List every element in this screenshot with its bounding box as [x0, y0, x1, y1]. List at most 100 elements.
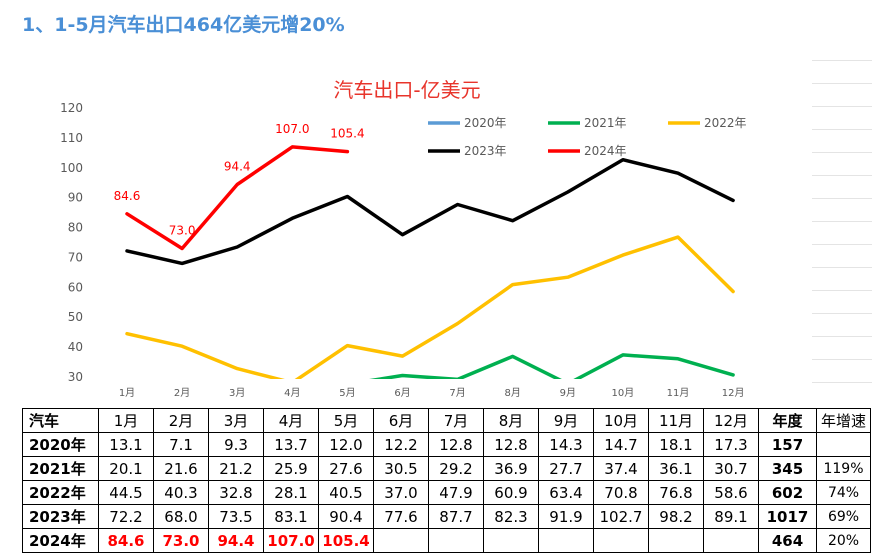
month-header-cell: 2月 [153, 408, 209, 433]
value-cell: 32.8 [208, 480, 264, 505]
month-header-cell: 10月 [593, 408, 649, 433]
value-cell: 29.2 [428, 456, 484, 481]
value-cell: 36.9 [483, 456, 539, 481]
total-cell: 157 [758, 432, 817, 457]
value-cell: 44.5 [98, 480, 154, 505]
sheet-gridline [812, 221, 872, 222]
total-header-cell: 年度 [758, 408, 817, 433]
value-cell: 37.4 [593, 456, 649, 481]
value-cell [648, 528, 704, 553]
y-axis: 30 40 50 60 70 80 90 100 110 120 [60, 101, 83, 384]
x-tick-label: 7月 [449, 387, 465, 399]
value-cell: 12.8 [428, 432, 484, 457]
y-tick-label: 70 [68, 250, 83, 264]
value-cell [428, 528, 484, 553]
x-tick-label: 5月 [339, 387, 355, 399]
value-cell: 105.4 [318, 528, 374, 553]
value-cell [538, 528, 594, 553]
sheet-gridline [812, 359, 872, 360]
value-cell: 30.7 [703, 456, 759, 481]
value-cell: 83.1 [263, 504, 319, 529]
value-cell: 58.6 [703, 480, 759, 505]
year-label-cell: 2021年 [22, 456, 99, 481]
value-cell: 36.1 [648, 456, 704, 481]
line-chart: 汽车出口-亿美元 30 40 50 60 70 80 90 100 110 120 1月 2月 3月 4… [60, 78, 747, 399]
value-cell: 25.9 [263, 456, 319, 481]
x-tick-label: 4月 [284, 387, 300, 399]
chart-title: 汽车出口-亿美元 [333, 78, 480, 102]
growth-cell: 20% [816, 528, 871, 553]
value-cell: 18.1 [648, 432, 704, 457]
value-cell: 40.5 [318, 480, 374, 505]
table-header-row: 汽车 1月 2月 3月 4月 5月 6月 7月 8月 9月 10月 11月 12月 年度 年增速 [22, 408, 871, 433]
value-cell: 63.4 [538, 480, 594, 505]
growth-cell: 119% [816, 456, 871, 481]
y-tick-label: 30 [68, 370, 83, 384]
growth-cell: 69% [816, 504, 871, 529]
value-cell: 13.1 [98, 432, 154, 457]
value-cell: 20.1 [98, 456, 154, 481]
value-cell: 13.7 [263, 432, 319, 457]
series-line-1 [369, 353, 735, 379]
legend-label: 2020年 [464, 116, 507, 130]
data-label: 107.0 [275, 122, 309, 136]
y-tick-label: 60 [68, 280, 83, 294]
value-cell: 91.9 [538, 504, 594, 529]
value-cell: 47.9 [428, 480, 484, 505]
y-tick-label: 80 [68, 221, 83, 235]
legend-label: 2024年 [584, 144, 627, 158]
value-cell [373, 528, 429, 553]
x-tick-label: 3月 [229, 387, 245, 399]
value-cell: 40.3 [153, 480, 209, 505]
value-cell: 17.3 [703, 432, 759, 457]
value-cell: 12.0 [318, 432, 374, 457]
month-header-cell: 7月 [428, 408, 484, 433]
value-cell [593, 528, 649, 553]
sheet-gridline [812, 382, 872, 383]
series-line-3 [125, 157, 735, 266]
legend-label: 2021年 [584, 116, 627, 130]
value-cell: 12.2 [373, 432, 429, 457]
x-tick-label: 10月 [612, 387, 635, 399]
data-labels: 84.6 73.0 94.4 107.0 105.4 [114, 122, 365, 238]
value-cell: 89.1 [703, 504, 759, 529]
year-label-cell: 2022年 [22, 480, 99, 505]
value-cell: 90.4 [318, 504, 374, 529]
x-tick-label: 6月 [394, 387, 410, 399]
value-cell: 14.7 [593, 432, 649, 457]
month-header-cell: 12月 [703, 408, 759, 433]
value-cell: 84.6 [98, 528, 154, 553]
month-header-cell: 5月 [318, 408, 374, 433]
value-cell: 98.2 [648, 504, 704, 529]
chart-legend: 2020年 2021年 2022年 2023年 2024年 [428, 116, 747, 158]
sheet-gridline [812, 313, 872, 314]
value-cell: 21.6 [153, 456, 209, 481]
year-label-cell: 2020年 [22, 432, 99, 457]
table-row: 2020年 13.1 7.1 9.3 13.7 12.0 12.2 12.8 12.8 14.3 1… [22, 432, 871, 457]
month-header-cell: 11月 [648, 408, 704, 433]
y-tick-label: 90 [68, 191, 83, 205]
data-label: 94.4 [224, 160, 251, 174]
x-tick-label: 1月 [119, 387, 135, 399]
x-tick-label: 12月 [722, 387, 745, 399]
x-tick-label: 8月 [505, 387, 521, 399]
total-cell: 1017 [758, 504, 817, 529]
sheet-gridline [812, 336, 872, 337]
page-heading: 1、1-5月汽车出口464亿美元增20% [22, 14, 345, 36]
table-corner-cell: 汽车 [22, 408, 99, 433]
growth-header-cell: 年增速 [816, 408, 871, 433]
value-cell: 87.7 [428, 504, 484, 529]
value-cell: 77.6 [373, 504, 429, 529]
x-tick-label: 2月 [174, 387, 190, 399]
month-header-cell: 3月 [208, 408, 264, 433]
value-cell: 94.4 [208, 528, 264, 553]
data-label: 84.6 [114, 189, 141, 203]
value-cell: 102.7 [593, 504, 649, 529]
sheet-gridline [812, 175, 872, 176]
x-tick-label: 11月 [667, 387, 690, 399]
sheet-gridline [812, 267, 872, 268]
value-cell: 27.7 [538, 456, 594, 481]
legend-label: 2022年 [704, 116, 747, 130]
month-header-cell: 6月 [373, 408, 429, 433]
growth-cell: 74% [816, 480, 871, 505]
